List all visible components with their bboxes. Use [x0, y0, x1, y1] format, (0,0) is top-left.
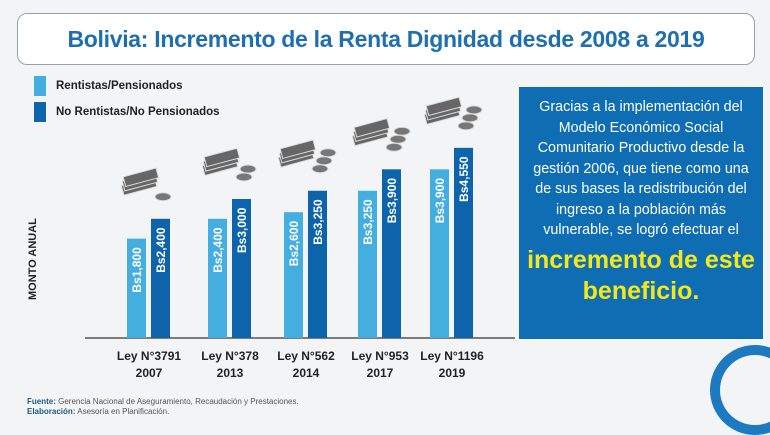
- legend-item-no-rentistas: No Rentistas/No Pensionados: [34, 102, 220, 122]
- bar: [454, 147, 473, 338]
- elaboration-label: Elaboración:: [27, 407, 76, 416]
- coin-stack-icon: [465, 105, 483, 115]
- info-highlight: incremento de este beneficio.: [527, 245, 755, 305]
- legend-label: No Rentistas/No Pensionados: [56, 106, 220, 118]
- coin-stack-icon: [385, 142, 403, 152]
- y-axis-label: MONTO ANUAL: [27, 218, 39, 300]
- bar-data-label: Bs2,400: [154, 227, 168, 273]
- bar: [151, 218, 170, 338]
- elaboration-text: Asesoría en Planificación.: [77, 407, 170, 416]
- bar: [358, 190, 377, 338]
- bar-data-label: Bs3,250: [361, 199, 375, 245]
- legend-swatch: [34, 102, 46, 122]
- coin-stack-icon: [319, 148, 337, 158]
- money-bills-icon: [122, 167, 160, 188]
- coin-stack-icon: [393, 126, 411, 136]
- bar: [208, 218, 227, 338]
- coin-stack-icon: [389, 134, 407, 144]
- coin-stack-icon: [457, 121, 475, 131]
- x-tick-label: Ley N°378 2013: [201, 349, 259, 380]
- info-text: Gracias a la implementación del Modelo E…: [533, 99, 749, 238]
- x-tick-label: Ley N°1196 2019: [420, 349, 484, 380]
- coin-stack-icon: [239, 164, 257, 174]
- x-tick-label: Ley N°953 2017: [351, 349, 409, 380]
- coin-stack-icon: [235, 172, 253, 182]
- bar: [232, 199, 251, 338]
- bar: [430, 169, 449, 338]
- source-text: Gerencia Nacional de Aseguramiento, Reca…: [58, 397, 299, 406]
- bar: [308, 190, 327, 338]
- bar-data-label: Bs4,550: [457, 156, 471, 202]
- legend-item-rentistas: Rentistas/Pensionados: [34, 76, 183, 96]
- coin-stack-icon: [315, 156, 333, 166]
- x-tick-label: Ley N°3791 2007: [116, 349, 182, 380]
- bar: [382, 169, 401, 338]
- bar: [284, 212, 303, 338]
- bar: [127, 238, 146, 338]
- bar-data-label: Bs3,250: [311, 199, 325, 245]
- money-bills-icon: [353, 117, 391, 138]
- bar-data-label: Bs2,400: [211, 227, 225, 273]
- x-tick-label: Ley N°562 2014: [277, 349, 335, 380]
- coin-stack-icon: [311, 164, 329, 174]
- legend-label: Rentistas/Pensionados: [56, 80, 183, 92]
- money-bills-icon: [425, 96, 463, 117]
- chart-title: Bolivia: Incremento de la Renta Dignidad…: [67, 25, 705, 52]
- money-bills-icon: [203, 147, 241, 168]
- bar-data-label: Bs1,800: [130, 247, 144, 293]
- bar-data-label: Bs2,600: [287, 221, 301, 267]
- bar-data-label: Bs3,900: [385, 178, 399, 224]
- money-bills-icon: [279, 139, 317, 160]
- title-box: Bolivia: Incremento de la Renta Dignidad…: [17, 13, 755, 65]
- coin-stack-icon: [461, 113, 479, 123]
- legend-swatch: [34, 76, 46, 96]
- bar-data-label: Bs3,000: [235, 207, 249, 253]
- source-note: Fuente: Gerencia Nacional de Aseguramien…: [27, 397, 299, 417]
- bar-data-label: Bs3,900: [433, 178, 447, 224]
- source-label: Fuente:: [27, 397, 56, 406]
- info-box: Gracias a la implementación del Modelo E…: [519, 87, 763, 339]
- coin-stack-icon: [154, 192, 172, 202]
